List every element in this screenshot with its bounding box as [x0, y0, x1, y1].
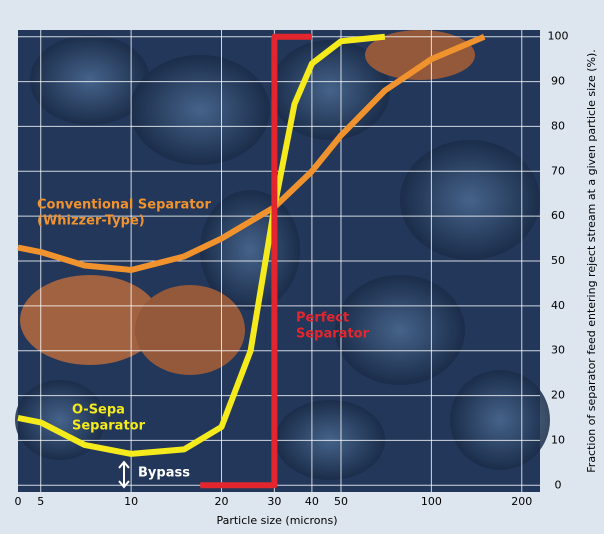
x-tick-label: 10	[124, 495, 138, 508]
y-tick-label: 70	[551, 164, 565, 177]
series-label: (Whizzer-Type)	[37, 214, 145, 229]
annotation: Bypass	[138, 466, 190, 481]
x-tick-label: 20	[215, 495, 229, 508]
series-label: Separator	[296, 327, 370, 342]
bypass-arrow	[118, 460, 130, 489]
x-tick-label: 30	[267, 495, 281, 508]
series-label: Separator	[72, 419, 146, 434]
x-tick-label: 50	[334, 495, 348, 508]
x-origin-label: 0	[15, 495, 22, 508]
x-tick-label: 40	[305, 495, 319, 508]
x-axis-title: Particle size (microns)	[216, 514, 337, 527]
series-label: O-Sepa	[72, 403, 125, 418]
y-tick-label: 30	[551, 344, 565, 357]
y-tick-label: 0	[555, 478, 562, 491]
x-tick-label: 200	[511, 495, 532, 508]
series-line	[17, 33, 386, 457]
y-tick-label: 40	[551, 299, 565, 312]
y-tick-label: 60	[551, 209, 565, 222]
series-label: Conventional Separator	[37, 198, 211, 213]
series-line	[200, 33, 312, 489]
series-line	[17, 33, 486, 273]
x-tick-label: 100	[421, 495, 442, 508]
y-tick-label: 10	[551, 433, 565, 446]
y-tick-label: 50	[551, 254, 565, 267]
y-tick-label: 80	[551, 119, 565, 132]
y-tick-label: 20	[551, 389, 565, 402]
y-tick-label: 90	[551, 75, 565, 88]
y-tick-label: 100	[548, 30, 569, 43]
x-tick-label: 5	[37, 495, 44, 508]
y-axis-title: Fraction of separator feed entering reje…	[585, 49, 598, 472]
series-label: Perfect	[296, 311, 349, 326]
